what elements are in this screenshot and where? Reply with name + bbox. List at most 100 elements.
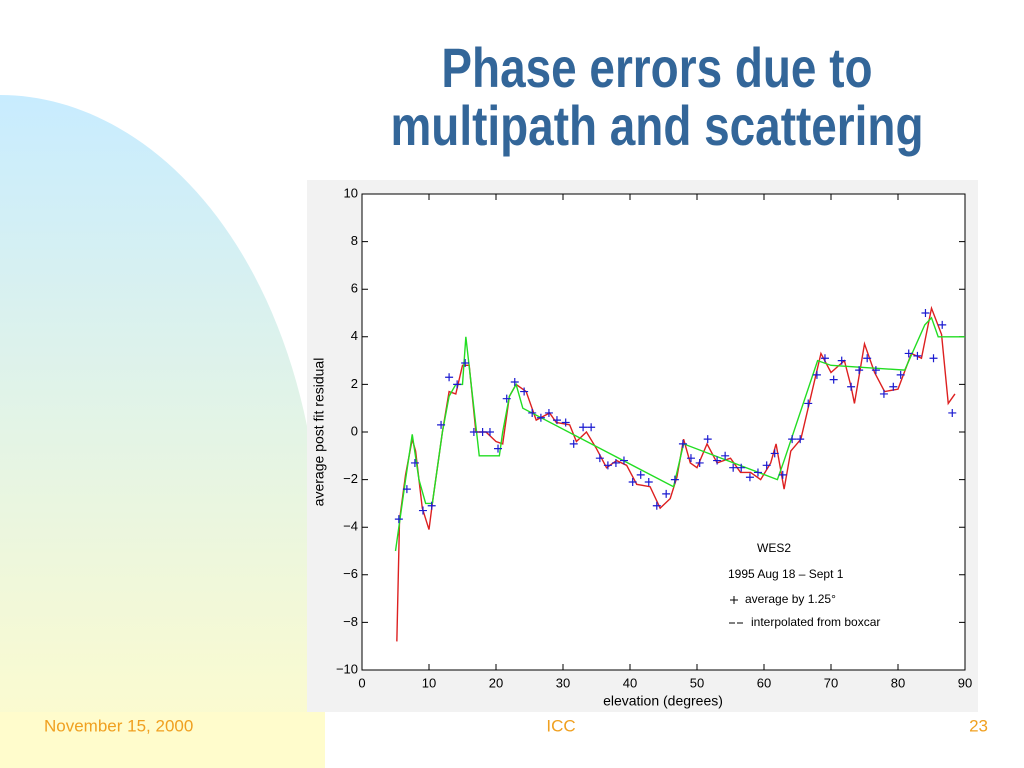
data-point: [520, 387, 529, 396]
data-point: [921, 309, 930, 317]
data-point: [579, 423, 588, 432]
annotation: 1995 Aug 18 – Sept 1: [728, 567, 844, 581]
data-point: [410, 458, 419, 467]
x-tick-label: 10: [422, 675, 436, 690]
y-axis-label: average post fit residual: [311, 358, 327, 507]
footer-date: November 15, 2000: [44, 716, 193, 735]
data-point: [619, 456, 628, 465]
x-tick-label: 90: [958, 675, 972, 690]
x-tick-label: 40: [623, 675, 637, 690]
data-point: [485, 428, 494, 436]
data-point: [762, 461, 771, 470]
plot-area: [361, 193, 966, 671]
data-point: [695, 458, 704, 467]
y-tick-label: 2: [351, 376, 358, 391]
y-tick-label: −6: [343, 566, 358, 581]
background-arc: [0, 95, 325, 768]
data-point: [721, 451, 730, 460]
legend-marker: [730, 596, 738, 604]
data-point: [561, 418, 570, 427]
data-point: [745, 473, 754, 482]
data-point: [595, 454, 604, 463]
legend-label: average by 1.25°: [745, 592, 836, 606]
data-point: [871, 366, 880, 375]
data-point: [461, 358, 470, 367]
data-point: [469, 428, 478, 436]
data-point: [502, 394, 511, 403]
y-tick-label: −8: [343, 614, 358, 629]
data-point: [948, 408, 957, 417]
y-tick-label: 10: [344, 185, 358, 200]
data-point: [552, 416, 561, 425]
y-tick-label: 6: [351, 281, 358, 296]
data-point: [445, 373, 454, 382]
data-point: [569, 439, 578, 448]
data-point: [703, 435, 712, 444]
data-point: [804, 399, 813, 408]
x-tick-label: 0: [358, 675, 365, 690]
plot: 0 10 20 30 40 50 60 70 80 90 −10 −8 −6 −4 −2 0 2 4 6 8 10: [336, 185, 972, 690]
data-point: [418, 506, 427, 515]
footer-band: [0, 712, 325, 768]
data-point: [820, 354, 829, 363]
legend-label: interpolated from boxcar: [751, 615, 880, 629]
data-point: [938, 320, 947, 329]
data-point: [855, 366, 864, 375]
data-point: [788, 435, 797, 444]
data-point: [678, 439, 687, 448]
data-point: [662, 489, 671, 498]
data-point: [713, 456, 722, 465]
data-point: [478, 428, 487, 436]
data-point: [904, 349, 913, 358]
data-point: [796, 435, 805, 444]
x-tick-label: 30: [556, 675, 570, 690]
data-point: [636, 470, 645, 479]
y-tick-label: 0: [351, 423, 358, 438]
data-point: [611, 458, 620, 467]
x-tick-label: 50: [690, 675, 704, 690]
data-point: [778, 470, 787, 479]
y-tick-label: −4: [343, 519, 358, 534]
data-point: [402, 485, 411, 494]
data-point: [753, 468, 762, 477]
x-tick-label: 70: [824, 675, 838, 690]
data-line: [396, 305, 956, 642]
y-tick-label: 8: [351, 233, 358, 248]
data-point: [587, 423, 596, 432]
data-point: [686, 454, 695, 463]
data-point: [929, 354, 938, 363]
data-point: [812, 370, 821, 379]
data-point: [889, 382, 898, 391]
data-point: [670, 475, 679, 484]
annotation: WES2: [757, 541, 791, 555]
data-point: [427, 501, 436, 510]
data-point: [437, 420, 446, 429]
data-point: [913, 351, 922, 360]
data-point: [536, 413, 545, 422]
data-point: [737, 463, 746, 472]
data-point: [510, 378, 519, 387]
x-tick-label: 60: [757, 675, 771, 690]
data-point: [603, 461, 612, 470]
x-tick-label: 80: [891, 675, 905, 690]
data-point: [729, 463, 738, 472]
data-point: [863, 354, 872, 363]
slide-title: Phase errors due to: [441, 36, 872, 98]
data-point: [879, 389, 888, 398]
data-point: [628, 477, 637, 486]
data-point: [837, 356, 846, 365]
data-point: [394, 515, 403, 524]
data-point: [644, 477, 653, 486]
x-tick-label: 20: [489, 675, 503, 690]
y-tick-label: −2: [343, 471, 358, 486]
y-tick-label: −10: [336, 661, 358, 676]
data-point: [896, 370, 905, 379]
slide-title: multipath and scattering: [390, 94, 923, 156]
data-point: [770, 449, 779, 458]
footer-center: ICC: [546, 716, 575, 735]
data-point: [528, 408, 537, 417]
data-point: [829, 375, 838, 384]
data-line: [394, 316, 965, 552]
data-point: [453, 380, 462, 389]
